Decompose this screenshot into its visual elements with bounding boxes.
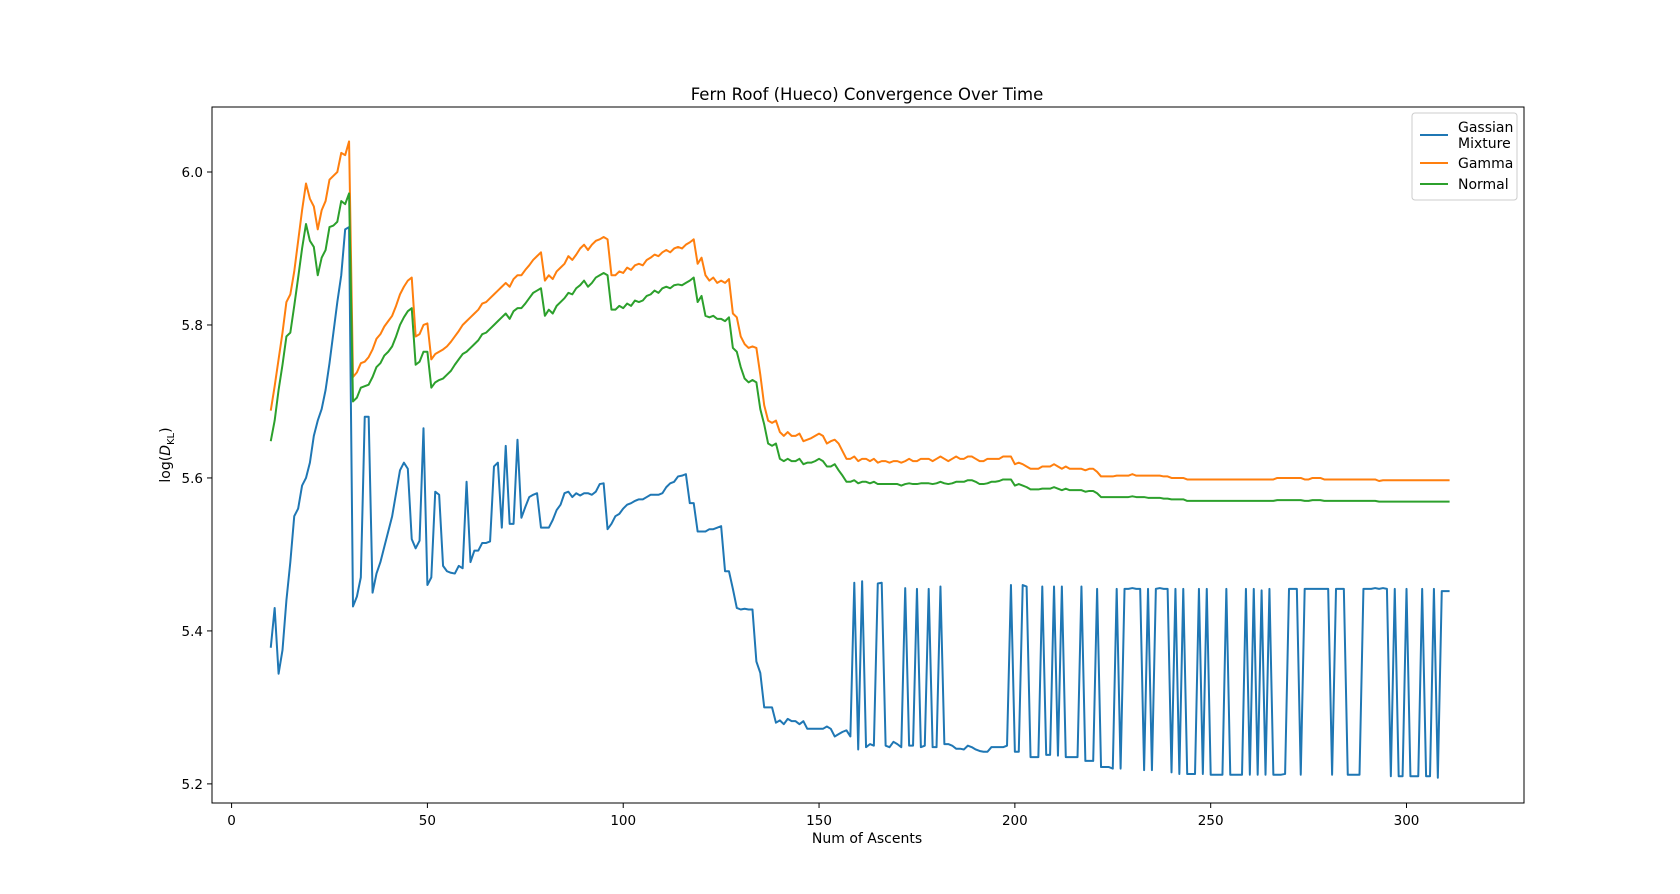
x-tick-label: 100 — [610, 813, 636, 829]
x-axis-label: Num of Ascents — [812, 831, 922, 847]
legend-label-normal: Normal — [1458, 177, 1509, 193]
series-line-gassian-mixture — [269, 226, 1450, 779]
x-tick-label: 0 — [227, 813, 236, 829]
legend-label-gaussian-mixture-line2: Mixture — [1458, 136, 1511, 152]
x-tick-label: 250 — [1198, 813, 1224, 829]
x-axis: 0 50 100 150 200 250 300 — [227, 803, 1419, 829]
y-axis: 5.2 5.4 5.6 5.8 6.0 — [182, 165, 212, 793]
y-axis-label-variable: D — [158, 445, 174, 456]
legend: Gassian Mixture Gamma Normal — [1411, 112, 1518, 201]
y-tick-label: 5.8 — [182, 318, 203, 334]
series-line-normal — [269, 192, 1450, 503]
y-axis-label: log(DKL) — [158, 427, 177, 482]
y-tick-label: 5.2 — [182, 777, 203, 793]
chart-title: Fern Roof (Hueco) Convergence Over Time — [691, 85, 1044, 104]
x-tick-label: 150 — [806, 813, 832, 829]
x-tick-label: 50 — [419, 813, 436, 829]
y-tick-label: 5.4 — [182, 624, 203, 640]
legend-label-gaussian-mixture-line1: Gassian — [1458, 120, 1513, 136]
y-tick-label: 6.0 — [182, 165, 203, 181]
y-tick-label: 5.6 — [182, 471, 203, 487]
plot-frame — [211, 106, 1525, 804]
y-axis-label-suffix: ) — [158, 427, 174, 432]
x-tick-label: 200 — [1002, 813, 1028, 829]
series-group — [269, 140, 1450, 779]
x-tick-label: 300 — [1394, 813, 1420, 829]
y-axis-label-prefix: log( — [158, 456, 174, 483]
y-axis-label-subscript: KL — [166, 432, 177, 445]
legend-label-gamma: Gamma — [1458, 156, 1513, 172]
series-line-gamma — [269, 140, 1450, 482]
